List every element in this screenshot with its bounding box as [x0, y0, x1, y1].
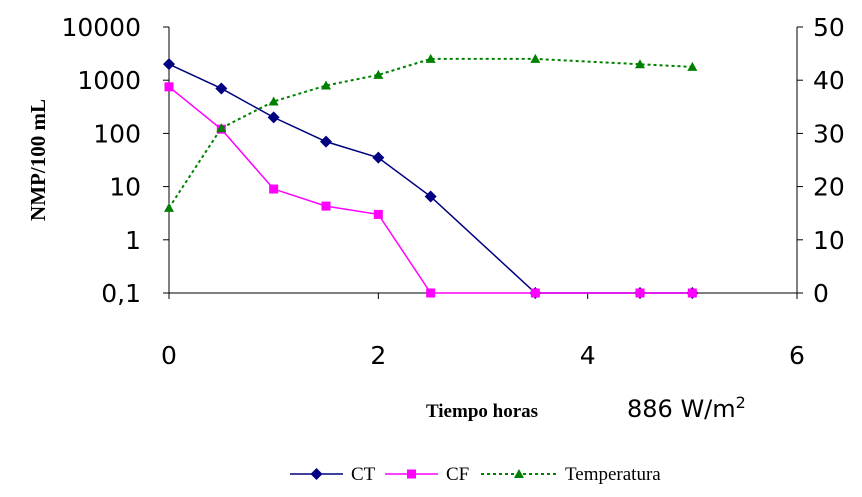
x-tick-label: 6 [789, 341, 805, 370]
data-point-cf [373, 209, 383, 219]
data-point-cf [164, 82, 174, 92]
series-layer [163, 53, 699, 299]
data-point-temperatura [425, 53, 436, 63]
series-cf [164, 82, 697, 298]
x-tick-label: 2 [370, 341, 386, 370]
right-y-tick-label: 30 [813, 119, 845, 148]
left-y-ticks: 0,1 1 10 100 1000 10000 [61, 13, 169, 308]
legend-label-cf: CF [446, 464, 469, 485]
x-tick-label: 4 [580, 341, 596, 370]
data-point-ct [267, 111, 280, 124]
data-point-cf [321, 201, 331, 211]
data-point-ct [320, 135, 332, 148]
right-y-tick-label: 20 [813, 173, 845, 202]
left-y-tick-label: 0,1 [101, 279, 141, 308]
data-point-cf [635, 288, 645, 298]
data-point-temperatura [687, 61, 698, 71]
data-point-cf [530, 288, 540, 298]
data-point-cf [269, 184, 279, 194]
data-point-ct [215, 82, 228, 95]
x-ticks: 0 2 4 6 [161, 293, 805, 370]
legend-marker-cf [407, 469, 416, 479]
series-line-temperatura [168, 57, 693, 209]
right-y-tick-label: 10 [813, 226, 845, 255]
data-point-temperatura [530, 53, 541, 63]
y-axis-title: NMP/100 mL [26, 99, 50, 221]
x-tick-label: 0 [161, 341, 177, 370]
x-axis-title: Tiempo horas [426, 401, 538, 422]
data-point-temperatura [635, 59, 645, 69]
left-y-tick-label: 100 [93, 119, 141, 148]
legend-marker-ct [310, 468, 323, 480]
legend-label-temperatura: Temperatura [565, 464, 661, 485]
irradiance-label: 886 W/m2 [627, 393, 746, 423]
data-point-cf [426, 288, 436, 298]
series-temperatura [164, 53, 698, 212]
data-point-ct [424, 190, 437, 203]
legend-label-ct: CT [351, 464, 376, 485]
right-y-tick-label: 50 [813, 13, 845, 42]
legend-marker-temperatura [514, 469, 524, 478]
plot-axes [168, 27, 798, 294]
left-y-tick-label: 10 [109, 173, 141, 202]
data-point-temperatura [321, 80, 331, 90]
data-point-temperatura [216, 123, 227, 133]
data-point-temperatura [268, 96, 279, 106]
series-ct [163, 58, 699, 299]
data-point-ct [372, 151, 385, 164]
series-line-ct [168, 63, 693, 294]
left-y-tick-label: 1000 [77, 66, 141, 95]
right-y-tick-label: 40 [813, 66, 845, 95]
right-y-tick-label: 0 [813, 279, 829, 308]
left-y-tick-label: 1 [125, 226, 141, 255]
right-y-ticks: 0 10 20 30 40 50 [797, 13, 845, 308]
data-point-temperatura [164, 202, 174, 212]
series-line-cf [168, 86, 693, 294]
irradiance-value: 886 W/m [627, 395, 736, 423]
legend: CT CF Temperatura [290, 464, 661, 485]
irradiance-superscript: 2 [736, 393, 746, 412]
data-point-ct [163, 58, 175, 71]
data-point-cf [687, 288, 697, 298]
data-point-temperatura [373, 69, 384, 79]
left-y-tick-label: 10000 [61, 13, 141, 42]
